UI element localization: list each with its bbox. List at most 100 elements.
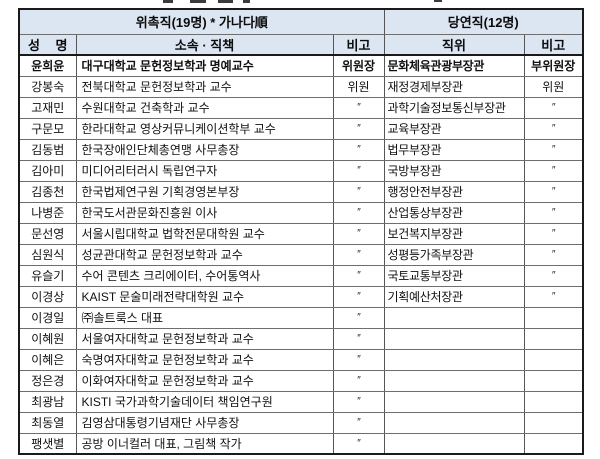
note-left-cell: ″ <box>332 117 385 140</box>
name-cell: 심원식 <box>18 243 77 266</box>
name-cell: 김종천 <box>18 180 77 203</box>
table-row: 정은경 이화여자대학교 문헌정보학과 교수 ″ <box>18 369 584 392</box>
note-right-cell: ″ <box>523 117 584 140</box>
affiliation-cell: 수원대학교 건축학과 교수 <box>75 96 334 119</box>
table-row: 강봉숙 전북대학교 문헌정보학과 교수 위원 재정경제부장관 위원 <box>18 75 584 98</box>
group-header-row: 위촉직(19명) * 가나다順 당연직(12명) <box>18 8 584 35</box>
note-left-cell: ″ <box>332 348 385 371</box>
note-right-cell <box>523 432 584 455</box>
name-cell: 구문모 <box>18 117 77 140</box>
note-left-cell: ″ <box>332 96 385 119</box>
position-cell: 재정경제부장관 <box>383 75 525 98</box>
name-cell: 팽샛별 <box>18 432 77 455</box>
table-row: 최동열 김영삼대통령기념재단 사무총장 ″ <box>18 411 584 434</box>
note-right-cell: ″ <box>523 222 584 245</box>
position-cell: 국토교통부장관 <box>383 264 525 287</box>
position-cell <box>383 306 525 329</box>
position-cell: 과학기술정보통신부장관 <box>383 96 525 119</box>
table-row: 이경일 ㈜솔트룩스 대표 ″ <box>18 306 584 329</box>
group-header-appointed: 위촉직(19명) * 가나다順 <box>18 8 385 35</box>
table-row: 구문모 한라대학교 영상커뮤니케이션학부 교수 ″ 교육부장관 ″ <box>18 117 584 140</box>
cropped-title-remnant <box>243 0 250 3</box>
table-row: 김동범 한국장애인단체총연맹 사무총장 ″ 법무부장관 ″ <box>18 138 584 161</box>
note-right-cell <box>523 348 584 371</box>
note-left-cell: ″ <box>332 306 385 329</box>
name-cell: 유슬기 <box>18 264 77 287</box>
table-row: 김아미 미디어리터러시 독립연구자 ″ 국방부장관 ″ <box>18 159 584 182</box>
name-cell: 이혜원 <box>18 327 77 350</box>
note-right-cell: ″ <box>523 243 584 266</box>
col-header-note-right: 비고 <box>523 33 584 56</box>
table-row: 이혜은 숙명여자대학교 문헌정보학과 교수 ″ <box>18 348 584 371</box>
affiliation-cell: ㈜솔트룩스 대표 <box>75 306 334 329</box>
name-cell: 이혜은 <box>18 348 77 371</box>
affiliation-cell: 서울여자대학교 문헌정보학과 교수 <box>75 327 334 350</box>
position-cell: 문화체육관광부장관 <box>383 54 525 77</box>
column-header-row: 성 명 소속 · 직책 비고 직위 비고 <box>18 33 584 56</box>
position-cell: 보건복지부장관 <box>383 222 525 245</box>
table-row: 윤희윤 대구대학교 문헌정보학과 명예교수 위원장 문화체육관광부장관 부위원장 <box>18 54 584 77</box>
affiliation-cell: 한국도서관문화진흥원 이사 <box>75 201 334 224</box>
position-cell: 교육부장관 <box>383 117 525 140</box>
table-row: 이혜원 서울여자대학교 문헌정보학과 교수 ″ <box>18 327 584 350</box>
note-left-cell: ″ <box>332 222 385 245</box>
col-header-affiliation: 소속 · 직책 <box>75 33 334 56</box>
note-right-cell <box>523 411 584 434</box>
affiliation-cell: 이화여자대학교 문헌정보학과 교수 <box>75 369 334 392</box>
affiliation-cell: 서울시립대학교 법학전문대학원 교수 <box>75 222 334 245</box>
name-cell: 김아미 <box>18 159 77 182</box>
table-row: 심원식 성균관대학교 문헌정보학과 교수 ″ 성평등가족부장관 ″ <box>18 243 584 266</box>
note-right-cell: ″ <box>523 180 584 203</box>
affiliation-cell: 성균관대학교 문헌정보학과 교수 <box>75 243 334 266</box>
name-cell: 윤희윤 <box>18 54 77 77</box>
table-row: 이경상 KAIST 문술미래전략대학원 교수 ″ 기획예산처장관 ″ <box>18 285 584 308</box>
name-cell: 최광남 <box>18 390 77 413</box>
note-left-cell: ″ <box>332 243 385 266</box>
affiliation-cell: 한국장애인단체총연맹 사무총장 <box>75 138 334 161</box>
note-right-cell: ″ <box>523 159 584 182</box>
group-header-exofficio: 당연직(12명) <box>383 8 584 35</box>
position-cell <box>383 432 525 455</box>
cropped-title-remnant <box>434 0 442 2</box>
name-cell: 정은경 <box>18 369 77 392</box>
table-row: 문선영 서울시립대학교 법학전문대학원 교수 ″ 보건복지부장관 ″ <box>18 222 584 245</box>
affiliation-cell: 한국법제연구원 기획경영본부장 <box>75 180 334 203</box>
table-row: 나병준 한국도서관문화진흥원 이사 ″ 산업통상부장관 ″ <box>18 201 584 224</box>
table-header: 위촉직(19명) * 가나다順 당연직(12명) 성 명 소속 · 직책 비고 … <box>18 8 584 56</box>
note-right-cell: ″ <box>523 201 584 224</box>
table-row: 최광남 KISTI 국가과학기술데이터 책임연구원 ″ <box>18 390 584 413</box>
affiliation-cell: 숙명여자대학교 문헌정보학과 교수 <box>75 348 334 371</box>
position-cell <box>383 369 525 392</box>
position-cell <box>383 348 525 371</box>
table-row: 유슬기 수어 콘텐츠 크리에이터, 수어통역사 ″ 국토교통부장관 ″ <box>18 264 584 287</box>
table-row: 고재민 수원대학교 건축학과 교수 ″ 과학기술정보통신부장관 ″ <box>18 96 584 119</box>
affiliation-cell: 미디어리터러시 독립연구자 <box>75 159 334 182</box>
note-right-cell: ″ <box>523 285 584 308</box>
note-left-cell: ″ <box>332 369 385 392</box>
note-left-cell: 위원 <box>332 75 385 98</box>
note-right-cell: ″ <box>523 264 584 287</box>
col-header-position: 직위 <box>383 33 525 56</box>
note-left-cell: ″ <box>332 264 385 287</box>
name-cell: 최동열 <box>18 411 77 434</box>
col-header-note-left: 비고 <box>332 33 385 56</box>
note-left-cell: 위원장 <box>332 54 385 77</box>
name-cell: 강봉숙 <box>18 75 77 98</box>
affiliation-cell: KISTI 국가과학기술데이터 책임연구원 <box>75 390 334 413</box>
name-cell: 고재민 <box>18 96 77 119</box>
position-cell: 성평등가족부장관 <box>383 243 525 266</box>
affiliation-cell: 공방 이너컬러 대표, 그림책 작가 <box>75 432 334 455</box>
name-cell: 나병준 <box>18 201 77 224</box>
name-cell: 문선영 <box>18 222 77 245</box>
note-right-cell: ″ <box>523 138 584 161</box>
note-right-cell <box>523 327 584 350</box>
affiliation-cell: 대구대학교 문헌정보학과 명예교수 <box>75 54 334 77</box>
note-left-cell: ″ <box>332 285 385 308</box>
note-left-cell: ″ <box>332 159 385 182</box>
cropped-title-remnant <box>163 0 173 3</box>
note-left-cell: ″ <box>332 411 385 434</box>
note-right-cell <box>523 390 584 413</box>
cropped-title-remnant <box>218 0 233 3</box>
affiliation-cell: 전북대학교 문헌정보학과 교수 <box>75 75 334 98</box>
committee-member-table: 위촉직(19명) * 가나다順 당연직(12명) 성 명 소속 · 직책 비고 … <box>18 8 584 455</box>
